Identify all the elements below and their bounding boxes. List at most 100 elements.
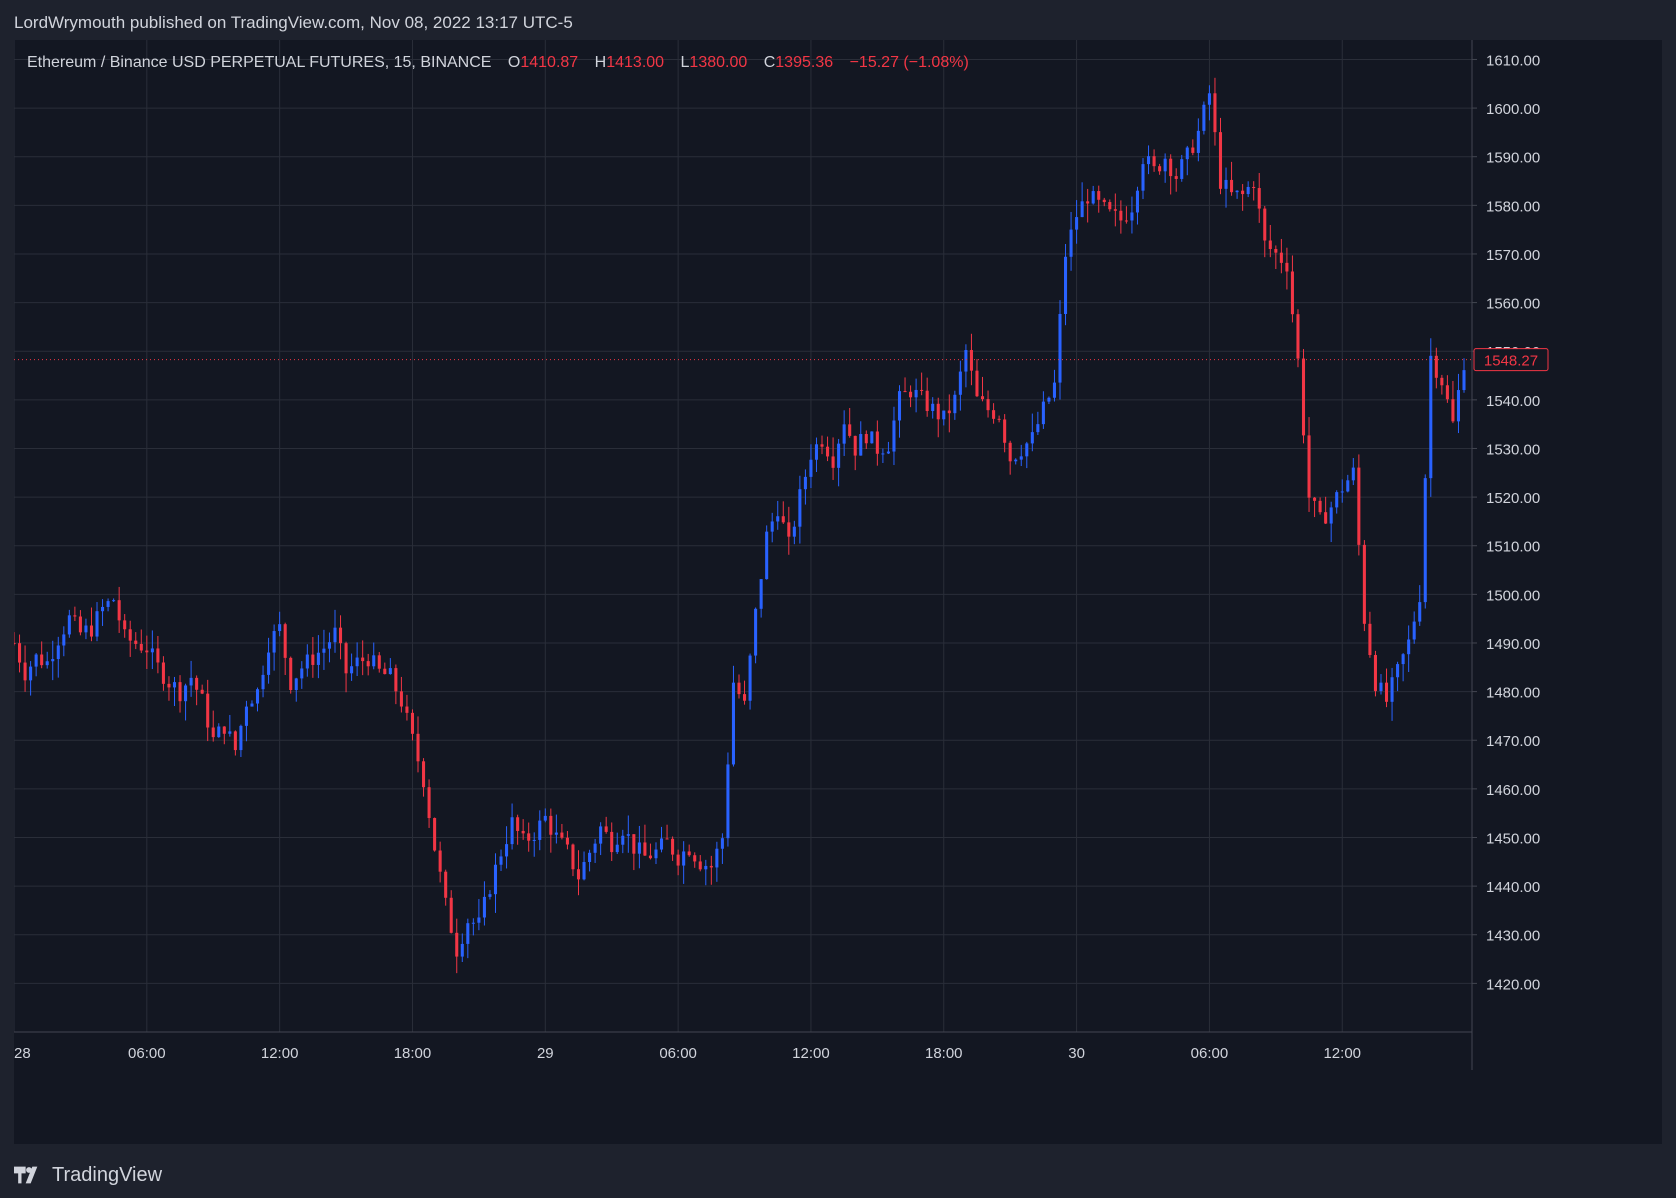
time-axis-label: 06:00: [1191, 1045, 1229, 1062]
candle-body: [648, 855, 652, 859]
candle-body: [565, 837, 569, 845]
candle-body: [383, 668, 387, 675]
candle-body: [1379, 682, 1383, 692]
candle-body: [604, 826, 608, 832]
candlestick-chart[interactable]: 1420.00 1430.00 1440.00 1450.00 1460.00 1470.…: [12, 40, 1662, 1144]
candle-body: [820, 444, 824, 447]
candle-body: [388, 668, 392, 675]
candle-body: [1003, 419, 1007, 443]
candle-body: [438, 850, 442, 872]
candle-body: [1274, 248, 1278, 253]
low-value: 1380.00: [689, 54, 748, 71]
candle-body: [516, 817, 520, 831]
candle-body: [305, 654, 309, 669]
candle-body: [1407, 639, 1411, 655]
time-axis-label: 06:00: [659, 1045, 697, 1062]
candle-body: [1301, 358, 1306, 436]
candle-body: [239, 725, 243, 751]
candle-body: [538, 820, 542, 840]
candle-body: [67, 615, 71, 635]
candle-body: [350, 666, 354, 674]
candle-body: [1335, 492, 1339, 508]
candle-body: [228, 731, 232, 734]
candle-body: [704, 865, 708, 870]
candle-body: [754, 608, 758, 656]
candle-body: [272, 631, 276, 653]
candle-body: [482, 896, 486, 918]
candle-body: [1147, 156, 1151, 165]
candle-body: [1412, 621, 1416, 640]
candle-body: [40, 654, 44, 666]
time-axis-label: 12:00: [261, 1045, 299, 1062]
candle-body: [748, 655, 752, 701]
price-axis-label: 1440.00: [1486, 879, 1540, 896]
candle-body: [161, 662, 165, 684]
candle-body: [455, 932, 459, 957]
candle-body: [975, 370, 979, 397]
candle-body: [1241, 190, 1245, 195]
candle-body: [1290, 271, 1294, 315]
candle-body: [1086, 201, 1090, 204]
footer-brand[interactable]: TradingView: [14, 1160, 162, 1190]
candle-body: [1102, 199, 1106, 203]
candle-body: [45, 661, 49, 666]
candle-body: [1191, 147, 1195, 153]
candle-body: [1119, 210, 1123, 221]
candle-body: [914, 389, 918, 398]
candle-body: [803, 476, 807, 490]
candle-body: [1218, 132, 1223, 189]
candle-body: [338, 627, 343, 644]
candle-body: [123, 620, 127, 630]
candle-body: [195, 677, 199, 690]
candle-body: [1041, 401, 1045, 425]
candle-body: [909, 391, 913, 398]
candle-body: [327, 642, 331, 649]
candle-body: [969, 350, 973, 371]
time-axis-label: 18:00: [925, 1045, 963, 1062]
candle-body: [178, 682, 182, 702]
candle-body: [289, 657, 293, 690]
candle-body: [1224, 179, 1228, 189]
high-value: 1413.00: [606, 54, 665, 71]
candle-body: [316, 652, 320, 665]
candle-body: [1401, 654, 1405, 665]
candle-body: [920, 389, 924, 391]
candle-body: [621, 835, 625, 845]
candle-body: [881, 453, 885, 455]
candle-body: [1113, 209, 1117, 211]
candle-body: [510, 817, 514, 845]
candle-body: [964, 350, 968, 372]
candle-body: [134, 640, 138, 644]
price-axis-label: 1450.00: [1486, 830, 1540, 847]
candle-body: [1069, 229, 1073, 257]
candle-body: [200, 689, 204, 694]
time-axis-label: 29: [537, 1045, 554, 1062]
candle-body: [682, 851, 686, 866]
candle-body: [892, 420, 896, 452]
candle-body: [128, 629, 132, 641]
candle-body: [792, 526, 796, 537]
brand-name: TradingView: [52, 1163, 163, 1186]
candle-body: [659, 838, 664, 850]
candle-body: [1434, 355, 1438, 378]
time-axis-label: 18:00: [394, 1045, 432, 1062]
candle-body: [29, 666, 33, 681]
candle-body: [84, 625, 88, 633]
candle-body: [217, 726, 221, 738]
candle-body: [433, 818, 437, 851]
candle-body: [410, 712, 415, 734]
candle-body: [1152, 156, 1156, 167]
candle-body: [715, 848, 719, 868]
candle-body: [34, 654, 38, 667]
candle-body: [1324, 512, 1328, 524]
candle-body: [953, 394, 957, 414]
candle-body: [255, 689, 260, 704]
candle-body: [156, 648, 160, 663]
candle-body: [853, 435, 857, 456]
candle-body: [593, 843, 597, 853]
candle-body: [416, 733, 420, 762]
candle-body: [781, 516, 785, 523]
candle-body: [51, 659, 55, 662]
candle-body: [112, 600, 116, 602]
candle-body: [787, 522, 791, 537]
